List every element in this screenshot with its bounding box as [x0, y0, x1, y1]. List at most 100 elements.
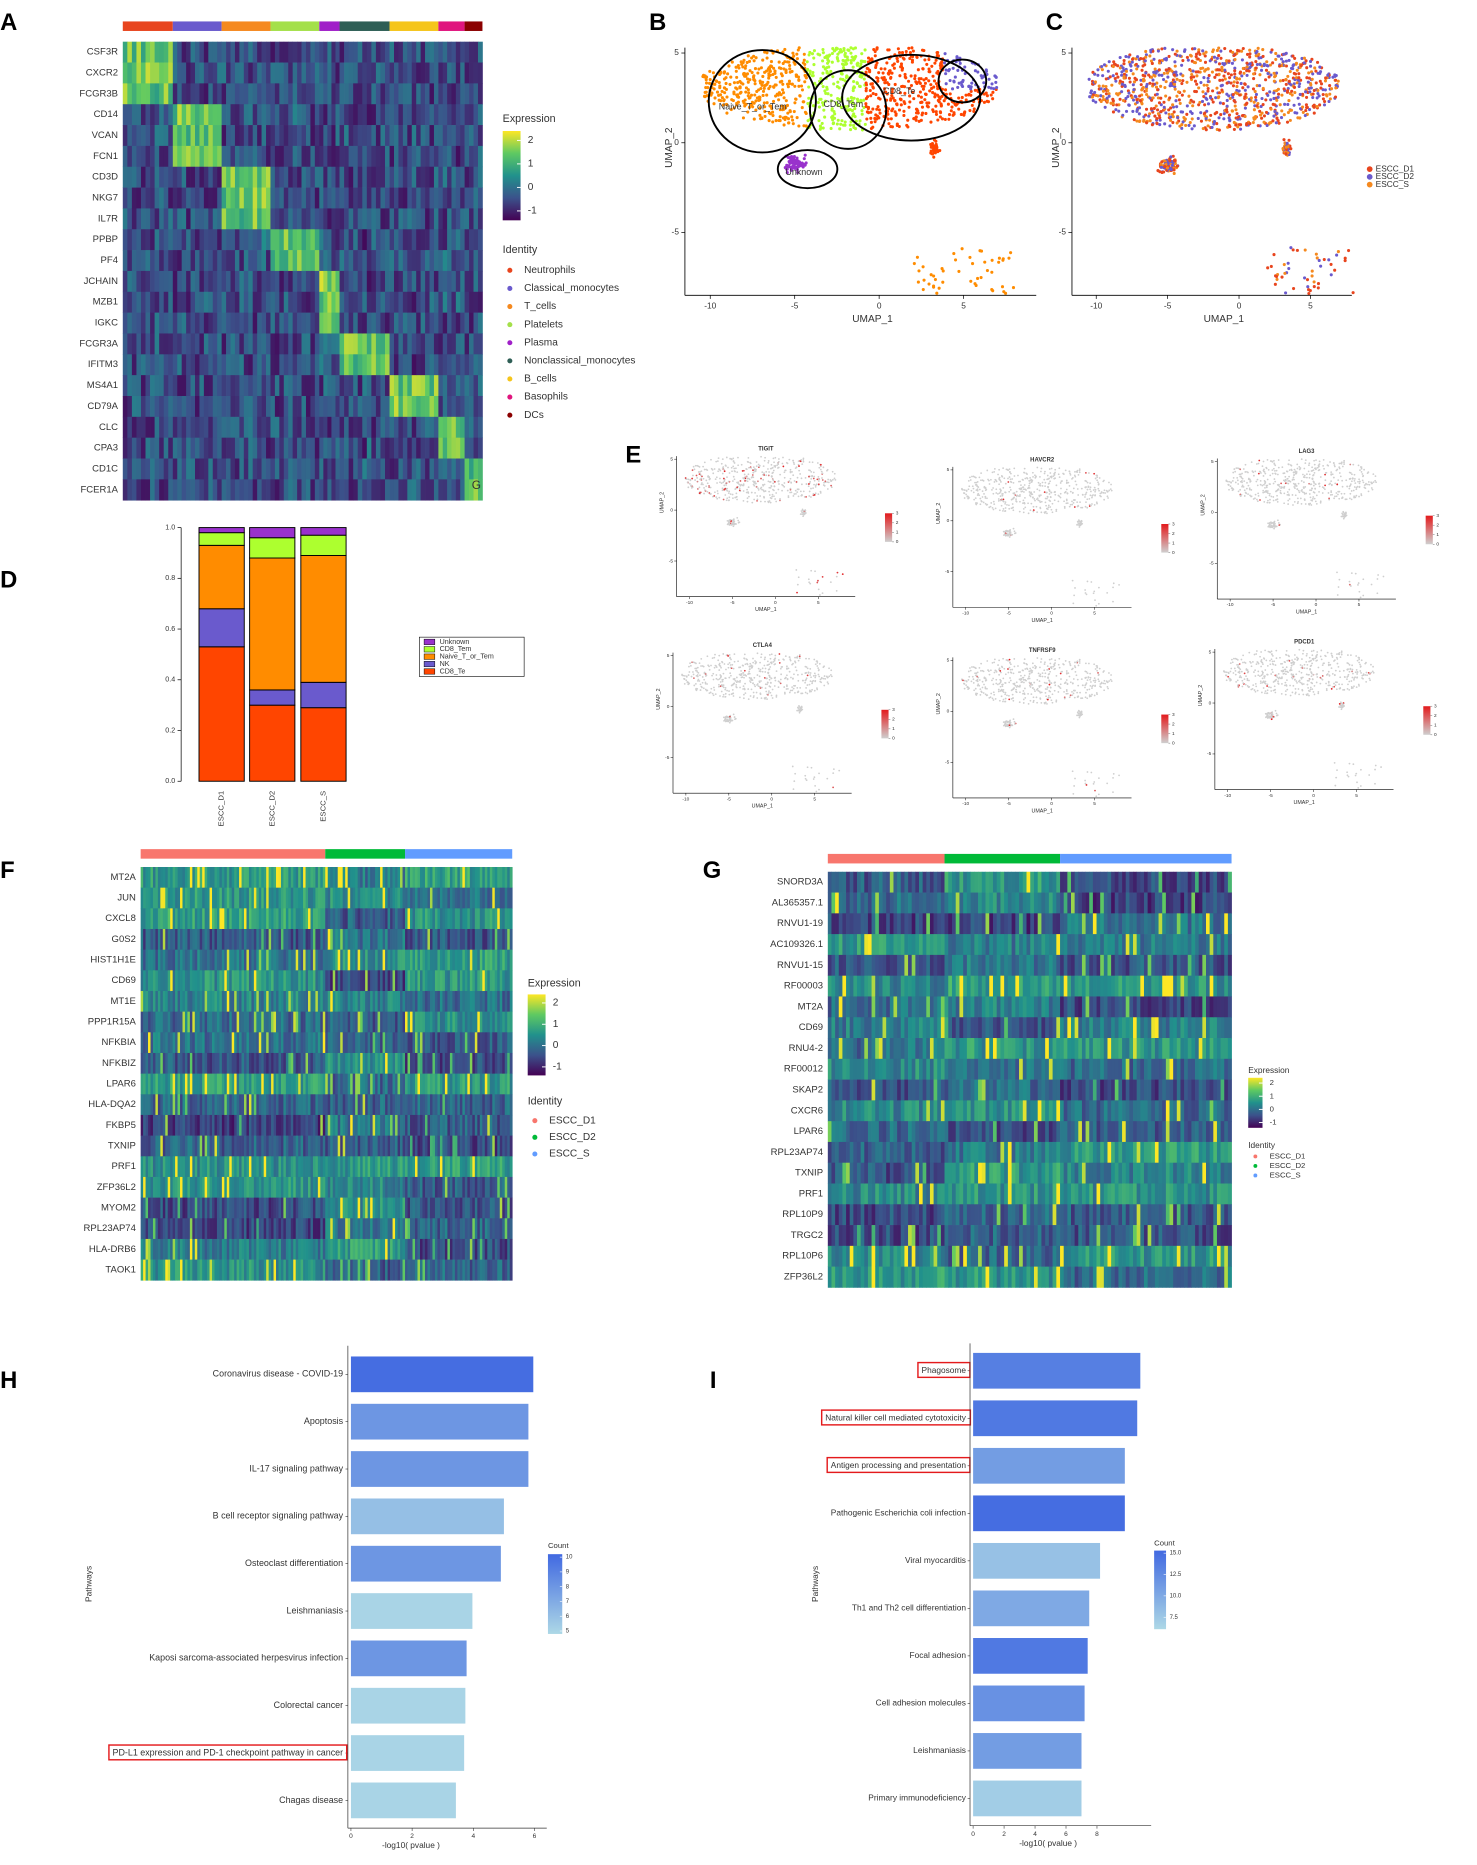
cell-point: [878, 111, 882, 115]
cell-point: [1202, 76, 1206, 80]
heatmap-cell: [460, 62, 465, 84]
cell-point: [873, 120, 877, 124]
heatmap-cell: [217, 187, 222, 209]
cell-point: [1254, 92, 1259, 97]
heatmap-cell: [230, 395, 236, 418]
cell-point: [1336, 79, 1340, 83]
heatmap-cell: [335, 333, 340, 355]
heatmap-cell: [288, 437, 294, 459]
heatmap-cell: [425, 416, 430, 439]
cell-point: [800, 477, 803, 480]
heatmap-cell: [375, 354, 381, 376]
heatmap-cell: [477, 291, 483, 313]
heatmap-cell: [288, 187, 294, 209]
heatmap-cell: [243, 187, 249, 209]
heatmap-cell: [168, 166, 174, 188]
heatmap-cell: [447, 125, 452, 147]
cell-point: [952, 252, 956, 256]
heatmap-cell: [380, 208, 386, 230]
cell-point: [748, 466, 750, 469]
cell-point: [733, 520, 736, 523]
cell-point: [1118, 66, 1122, 70]
heatmap-cell: [416, 104, 421, 126]
heatmap-cell: [455, 250, 461, 272]
heatmap-cell: [319, 104, 324, 126]
cell-point: [970, 103, 974, 107]
legend-label: Nonclassical_monocytes: [524, 356, 635, 367]
cell-point: [1118, 79, 1122, 83]
heatmap-cell: [292, 270, 298, 293]
heatmap-cell: [181, 250, 187, 272]
heatmap-cell: [297, 333, 302, 355]
heatmap-cell: [407, 270, 413, 293]
cell-point: [1215, 86, 1219, 90]
cell-point: [1137, 112, 1141, 116]
heatmap-cell: [362, 83, 368, 105]
heatmap-cell: [385, 479, 390, 501]
heatmap-cell: [327, 104, 332, 126]
cell-point: [1164, 68, 1168, 72]
heatmap-cell: [362, 354, 368, 376]
heatmap-cell: [477, 270, 483, 293]
cell-point: [719, 477, 721, 480]
cell-point: [1321, 92, 1325, 97]
cell-point: [877, 108, 881, 112]
heatmap-cell: [172, 145, 178, 168]
cell-point: [865, 110, 869, 114]
heatmap-cell: [279, 437, 285, 459]
cell-point: [1314, 252, 1318, 256]
heatmap-cell: [297, 166, 302, 188]
heatmap-cell: [310, 291, 316, 313]
heatmap-cell: [433, 375, 439, 397]
heatmap-cell: [226, 187, 231, 209]
heatmap-cell: [172, 395, 178, 418]
cell-point: [773, 485, 776, 488]
cell-point: [743, 477, 746, 480]
heatmap-cell: [433, 479, 439, 501]
heatmap-cell: [371, 250, 377, 272]
cell-point: [943, 88, 948, 92]
panel-label: E: [625, 441, 641, 468]
heatmap-cell: [145, 458, 151, 480]
heatmap-cell: [234, 250, 240, 272]
heatmap-cell: [257, 62, 262, 84]
cell-point: [871, 107, 875, 111]
heatmap-cell: [416, 270, 421, 293]
heatmap-cell: [442, 229, 448, 251]
cell-point: [877, 96, 881, 100]
heatmap-cell: [416, 437, 421, 459]
heatmap-cell: [190, 437, 196, 459]
heatmap-cell: [199, 250, 205, 272]
heatmap-cell: [140, 395, 146, 418]
cell-point: [800, 459, 803, 461]
cell-point: [1285, 120, 1290, 124]
heatmap-cell: [353, 187, 359, 209]
heatmap-cell: [172, 312, 178, 334]
heatmap-cell: [348, 354, 354, 376]
heatmap-cell: [226, 104, 231, 126]
cell-point: [718, 86, 722, 90]
cell-point: [787, 121, 791, 125]
heatmap-cell: [217, 333, 222, 355]
heatmap-cell: [389, 395, 395, 418]
cell-point: [845, 55, 849, 59]
heatmap-cell: [460, 375, 465, 397]
cell-point: [1271, 61, 1275, 65]
cell-point: [816, 581, 819, 584]
cell-point: [698, 486, 701, 489]
heatmap-cell: [464, 291, 470, 313]
cell-point: [1286, 74, 1290, 78]
cell-point: [1158, 59, 1162, 63]
cell-point: [721, 487, 724, 490]
heatmap-cell: [353, 333, 359, 355]
cell-point: [1204, 92, 1208, 96]
heatmap-cell: [327, 479, 332, 501]
heatmap-cell: [150, 437, 155, 459]
cell-point: [1245, 61, 1249, 65]
cell-point: [874, 63, 878, 67]
heatmap-cell: [407, 104, 413, 126]
heatmap-cell: [425, 104, 430, 126]
heatmap-cell: [181, 41, 187, 63]
heatmap-cell: [366, 458, 372, 480]
cell-point: [1306, 80, 1310, 84]
